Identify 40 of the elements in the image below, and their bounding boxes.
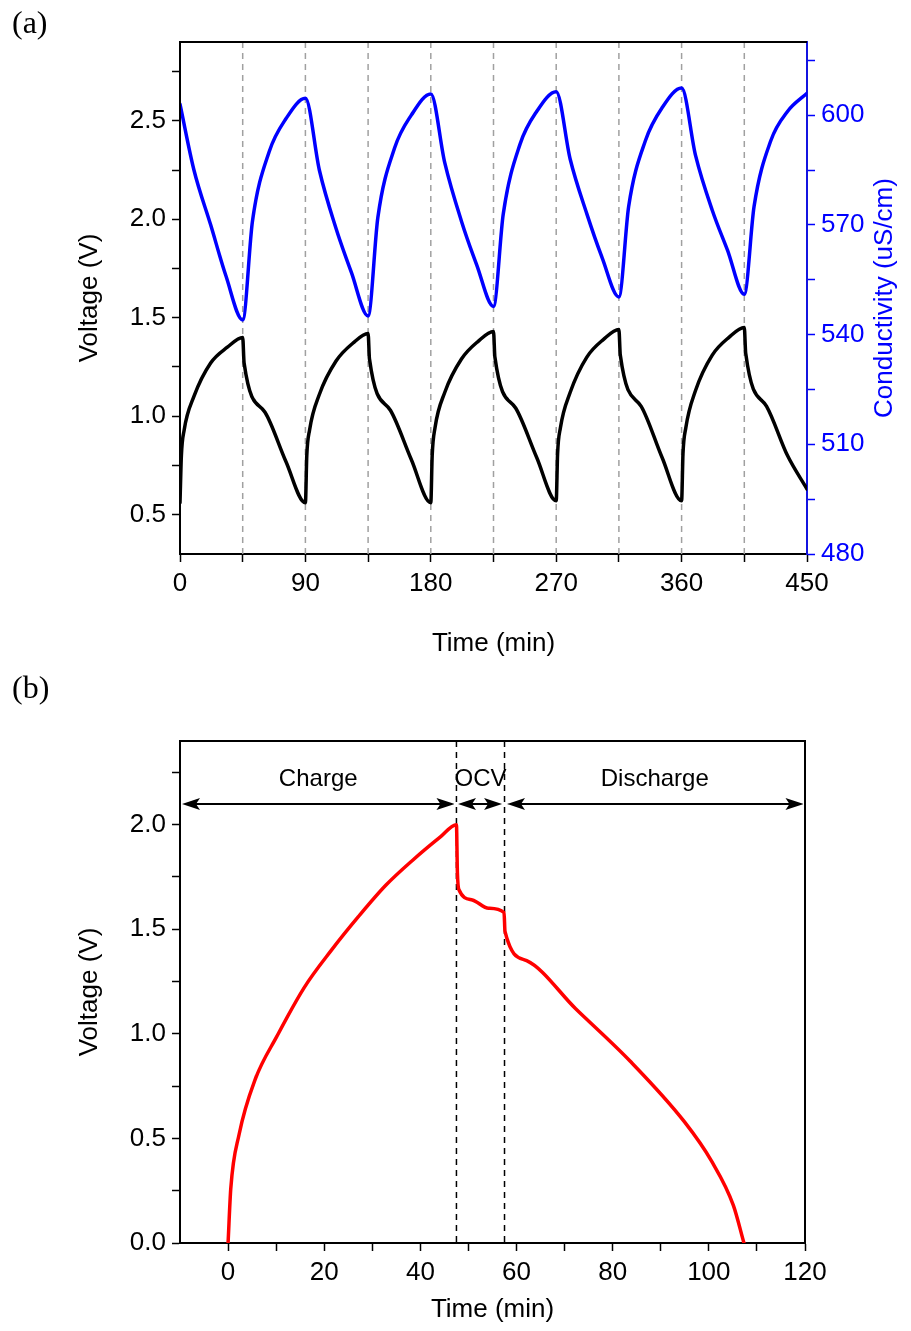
chart-title: (b) xyxy=(12,669,50,706)
y-tick-label: 1.5 xyxy=(129,912,166,943)
line-series xyxy=(180,86,807,322)
y2-tick-label: 570 xyxy=(821,208,865,239)
chart-title: (a) xyxy=(12,4,48,41)
x-tick-label: 270 xyxy=(534,566,578,597)
x-tick-label: 450 xyxy=(785,566,829,597)
y2-tick-label: 480 xyxy=(821,537,865,568)
y-tick-label: 2.0 xyxy=(129,202,166,233)
y-axis-title: Voltage (V) xyxy=(73,233,104,363)
y-tick-label: 1.0 xyxy=(129,399,166,430)
annotation: OCV xyxy=(454,764,507,792)
y2-tick-label: 600 xyxy=(821,98,865,129)
x-tick-label: 0 xyxy=(172,566,188,597)
x-tick-label: 40 xyxy=(405,1255,435,1286)
x-tick-label: 90 xyxy=(290,566,320,597)
y-tick-label: 0.5 xyxy=(129,497,166,528)
x-tick-label: 360 xyxy=(659,566,704,597)
x-tick-label: 100 xyxy=(687,1255,731,1286)
y-tick-label: 2.5 xyxy=(129,103,166,134)
x-axis-title: Time (min) xyxy=(431,627,556,658)
x-axis-title: Time (min) xyxy=(430,1293,555,1324)
y-axis-title: Voltage (V) xyxy=(73,927,104,1057)
x-tick-label: 120 xyxy=(783,1255,827,1286)
x-tick-label: 80 xyxy=(598,1255,628,1286)
x-tick-label: 180 xyxy=(409,566,453,597)
x-tick-label: 60 xyxy=(502,1255,531,1286)
y-tick-label: 0.0 xyxy=(129,1226,166,1257)
line-series xyxy=(226,822,746,1243)
y-tick-label: 1.5 xyxy=(129,300,166,331)
y2-tick-label: 510 xyxy=(821,427,865,458)
y-tick-label: 2.0 xyxy=(129,807,166,838)
annotation: Discharge xyxy=(600,764,709,792)
annotation: Charge xyxy=(278,764,358,792)
x-tick-label: 20 xyxy=(309,1255,339,1286)
y2-axis-title: Conductivity (uS/cm) xyxy=(868,178,899,418)
y-tick-label: 0.5 xyxy=(129,1121,166,1152)
y-tick-label: 1.0 xyxy=(129,1017,166,1048)
x-tick-label: 0 xyxy=(220,1255,236,1286)
y2-tick-label: 540 xyxy=(821,317,865,348)
